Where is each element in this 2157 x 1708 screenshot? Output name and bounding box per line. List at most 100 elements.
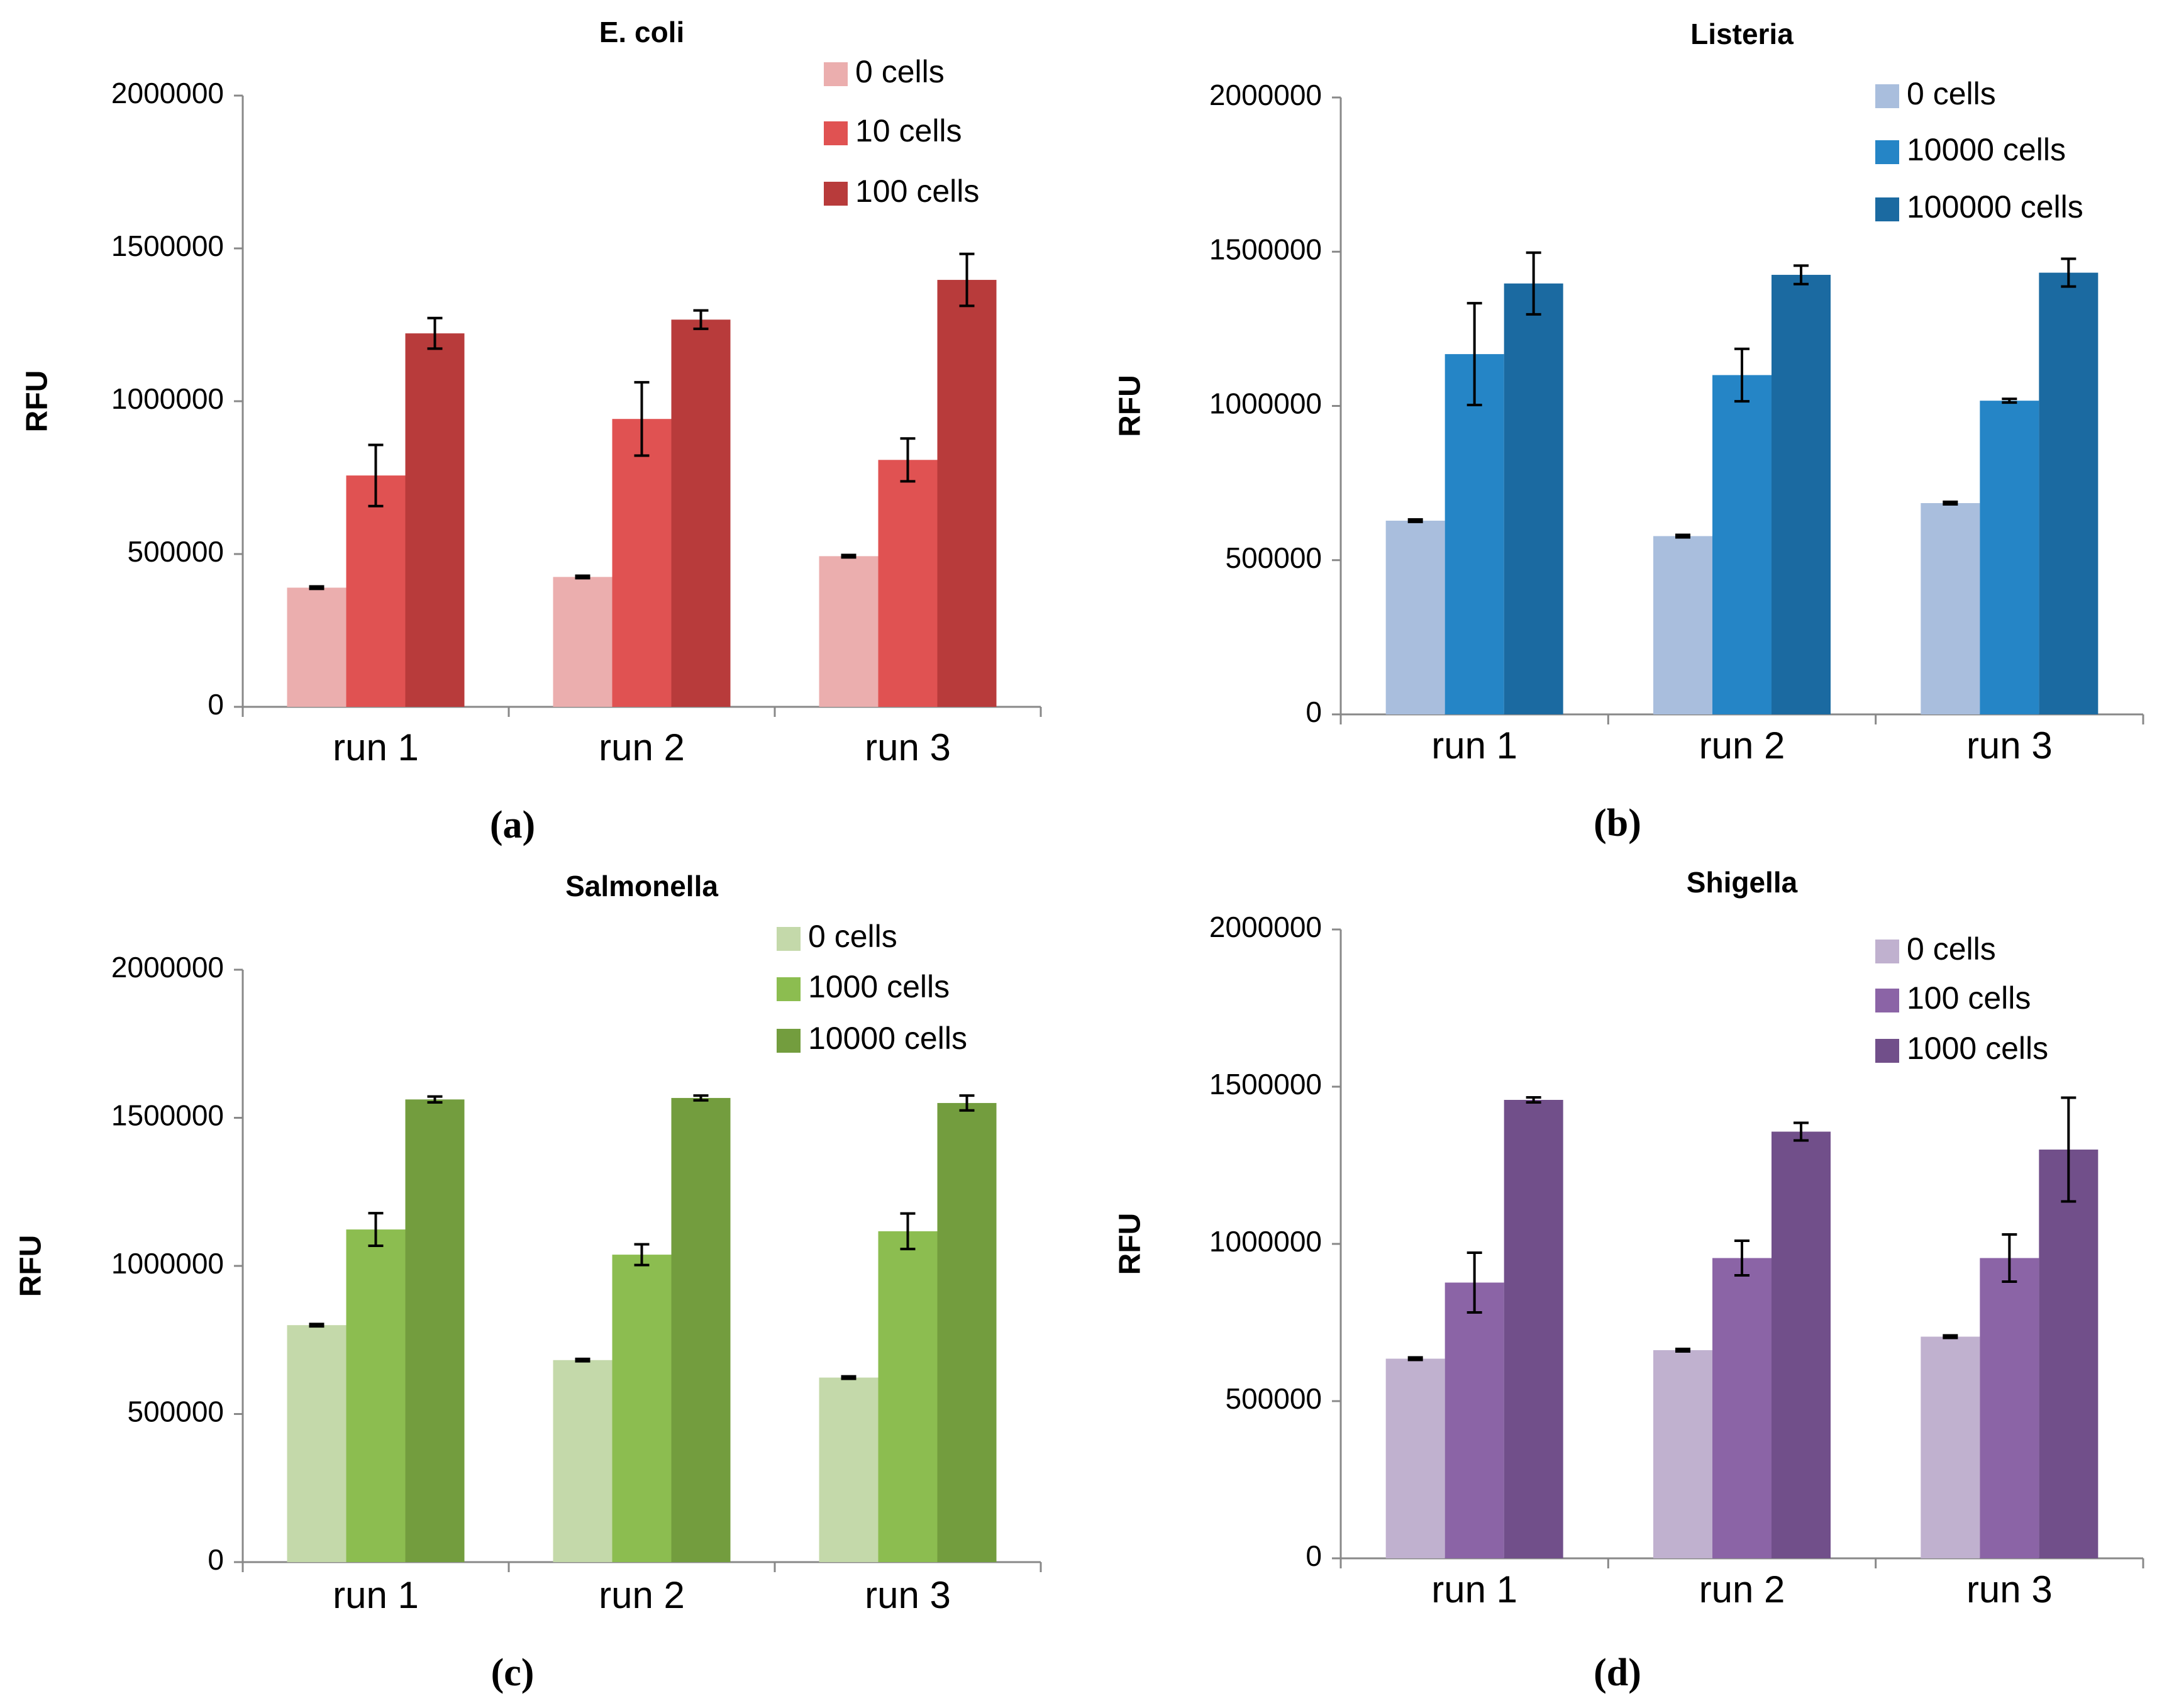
panel-label: (c) [491,1651,535,1694]
y-tick-label: 2000000 [111,77,224,109]
legend-label: 0 cells [1907,931,1996,967]
chart-panel-3: Salmonella RFU 0 500000 1000000 1500000 200000… [14,870,1042,1694]
x-tick-label: run 1 [333,726,419,768]
legend-label: 100000 cells [1907,189,2083,225]
legend-swatch [1875,1039,1899,1063]
y-axis-label: RFU [1114,375,1147,437]
bar [878,1231,938,1562]
x-tick-label: run 3 [1966,1568,2053,1611]
legend-swatch [824,182,848,206]
chart-panel-4: Shigella RFU 0 500000 1000000 1500000 2000000 r… [1114,866,2144,1694]
y-tick-label: 2000000 [1209,79,1322,111]
bar [405,1099,465,1562]
chart-panel-1: E. coli RFU 0 500000 1000000 1500000 2000000 ru… [21,16,1042,846]
y-tick-label: 2000000 [1209,911,1322,943]
bar [1504,283,1563,715]
x-tick-label: run 2 [1699,724,1785,767]
y-axis-label: RFU [21,370,54,433]
y-tick-label: 500000 [1226,541,1322,574]
bar [346,1229,406,1562]
legend-label: 10000 cells [1907,132,2066,167]
bar [819,1377,879,1562]
y-tick-label: 1500000 [1209,233,1322,265]
legend-swatch [1875,989,1899,1012]
bar [612,1255,672,1562]
x-tick-label: run 1 [333,1574,419,1616]
y-tick-label: 1000000 [111,1247,224,1280]
bar [2039,1150,2099,1558]
legend-label: 1000 cells [1907,1031,2048,1066]
bar [671,1097,731,1562]
x-tick-label: run 3 [865,1574,951,1616]
bar [553,577,613,707]
x-tick-label: run 1 [1431,724,1517,767]
y-tick-label: 0 [208,1543,224,1576]
bar [2039,272,2099,714]
legend-label: 10000 cells [808,1021,967,1056]
x-tick-label: run 3 [1966,724,2053,767]
bar [1921,503,1980,714]
legend-swatch [824,62,848,86]
legend-label: 0 cells [1907,76,1996,111]
x-tick-label: run 1 [1431,1568,1517,1611]
y-tick-label: 0 [208,688,224,721]
bar [1980,401,2039,714]
y-tick-label: 500000 [128,1395,225,1428]
bar [1653,536,1712,714]
bar [1772,275,1831,715]
y-tick-label: 500000 [1226,1382,1322,1415]
y-axis-label: RFU [1114,1213,1147,1275]
chart-title: Listeria [1690,18,1794,50]
legend-swatch [824,121,848,145]
legend-label: 1000 cells [808,969,950,1004]
legend-swatch [1875,197,1899,221]
bar [671,319,731,707]
chart-panel-2: Listeria RFU 0 500000 1000000 1500000 2000000 r… [1114,18,2144,845]
bar [1504,1100,1563,1558]
bar [287,1325,347,1562]
chart-title: Salmonella [565,870,718,902]
bar [1921,1336,1980,1558]
legend-swatch [777,927,801,951]
bar [819,556,879,707]
panel-label: (d) [1594,1651,1641,1694]
y-tick-label: 1000000 [111,382,224,415]
y-tick-label: 1500000 [111,1099,224,1132]
legend-swatch [1875,84,1899,108]
x-tick-label: run 2 [1699,1568,1785,1611]
bar [1772,1131,1831,1558]
bar [612,419,672,707]
bar [1444,1282,1504,1558]
bar [1712,375,1772,714]
y-axis-label: RFU [14,1235,48,1297]
x-tick-label: run 2 [599,726,685,768]
bar [1980,1258,2039,1558]
bar [937,280,997,707]
panel-label: (b) [1594,802,1641,845]
bar [1653,1350,1712,1558]
bar [553,1360,613,1562]
panel-label: (a) [490,804,535,846]
y-tick-label: 1500000 [111,230,224,262]
y-tick-label: 0 [1306,696,1322,728]
bar [346,475,406,707]
legend-label: 100 cells [855,174,979,209]
bar [1712,1258,1772,1558]
x-tick-label: run 3 [865,726,951,768]
y-tick-label: 500000 [128,535,225,568]
legend-swatch [1875,940,1899,963]
y-tick-label: 1000000 [1209,387,1322,420]
bar [937,1102,997,1562]
y-tick-label: 0 [1306,1539,1322,1572]
legend-label: 0 cells [855,54,945,89]
bar [405,333,465,707]
y-tick-label: 1000000 [1209,1225,1322,1258]
legend-label: 100 cells [1907,980,2031,1016]
x-tick-label: run 2 [599,1574,685,1616]
legend-swatch [777,977,801,1001]
bar [1444,354,1504,714]
bar [878,460,938,707]
bar [287,587,347,707]
chart-title: Shigella [1687,866,1798,899]
